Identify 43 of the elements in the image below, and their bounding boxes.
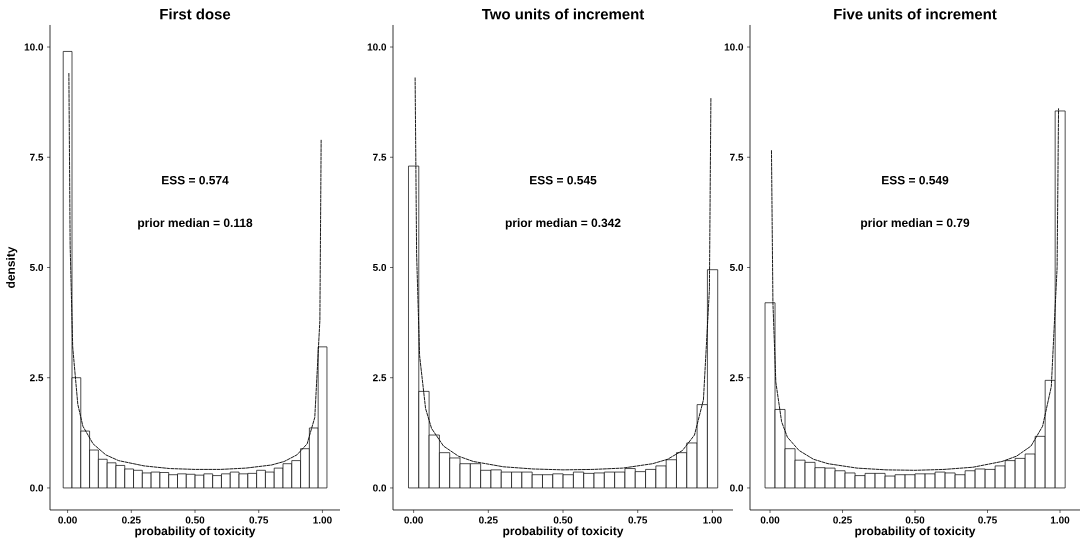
y-tick-label: 0.0	[373, 484, 387, 492]
y-tick-label: 10.0	[367, 43, 387, 51]
x-axis-title: probability of toxicity	[135, 526, 256, 538]
x-tick-label: 1.00	[313, 516, 332, 524]
y-tick-label: 0.0	[730, 484, 744, 492]
x-tick-label: 0.00	[760, 516, 780, 524]
annotation: prior median = 0.79	[861, 218, 970, 230]
y-tick-label: 5.0	[729, 263, 744, 272]
annotation: prior median = 0.118	[138, 218, 253, 230]
x-tick-label: 0.25	[479, 516, 498, 524]
y-tick-label: 5.0	[372, 263, 387, 272]
annotation: ESS = 0.545	[530, 175, 597, 185]
y-tick-label: 7.5	[30, 153, 44, 161]
y-tick-label: 0.0	[30, 484, 44, 492]
x-tick-label: 0.75	[249, 516, 269, 524]
y-tick-label: 7.5	[730, 153, 744, 161]
y-tick-label: 10.0	[24, 43, 44, 51]
x-tick-label: 0.75	[978, 516, 997, 524]
y-tick-label: 5.0	[29, 263, 44, 272]
chart-title: Two units of increment	[481, 8, 645, 20]
y-tick-label: 2.5	[729, 374, 744, 382]
chart-title: First dose	[160, 8, 231, 20]
x-tick-label: 0.50	[905, 516, 925, 524]
x-tick-label: 0.00	[58, 516, 77, 524]
x-axis-title: probability of toxicity	[855, 526, 976, 538]
y-tick-label: 7.5	[373, 153, 387, 161]
y-tick-label: 2.5	[29, 374, 44, 382]
x-tick-label: 1.00	[1050, 516, 1070, 524]
x-axis-title: probability of toxicity	[503, 526, 624, 538]
annotation: prior median = 0.342	[505, 218, 621, 230]
y-axis-title: density	[6, 246, 18, 288]
y-tick-label: 2.5	[372, 374, 387, 382]
x-tick-label: 0.00	[404, 516, 423, 524]
x-tick-label: 0.50	[185, 516, 205, 524]
y-tick-label: 10.0	[724, 43, 744, 51]
x-tick-label: 0.25	[122, 516, 141, 524]
annotation: ESS = 0.574	[162, 175, 229, 185]
chart-title: Five units of increment	[834, 8, 997, 20]
x-tick-label: 0.50	[553, 516, 573, 524]
x-tick-label: 0.75	[628, 516, 648, 524]
x-tick-label: 1.00	[703, 516, 722, 524]
x-tick-label: 0.25	[833, 516, 852, 524]
annotation: ESS = 0.549	[882, 175, 949, 185]
